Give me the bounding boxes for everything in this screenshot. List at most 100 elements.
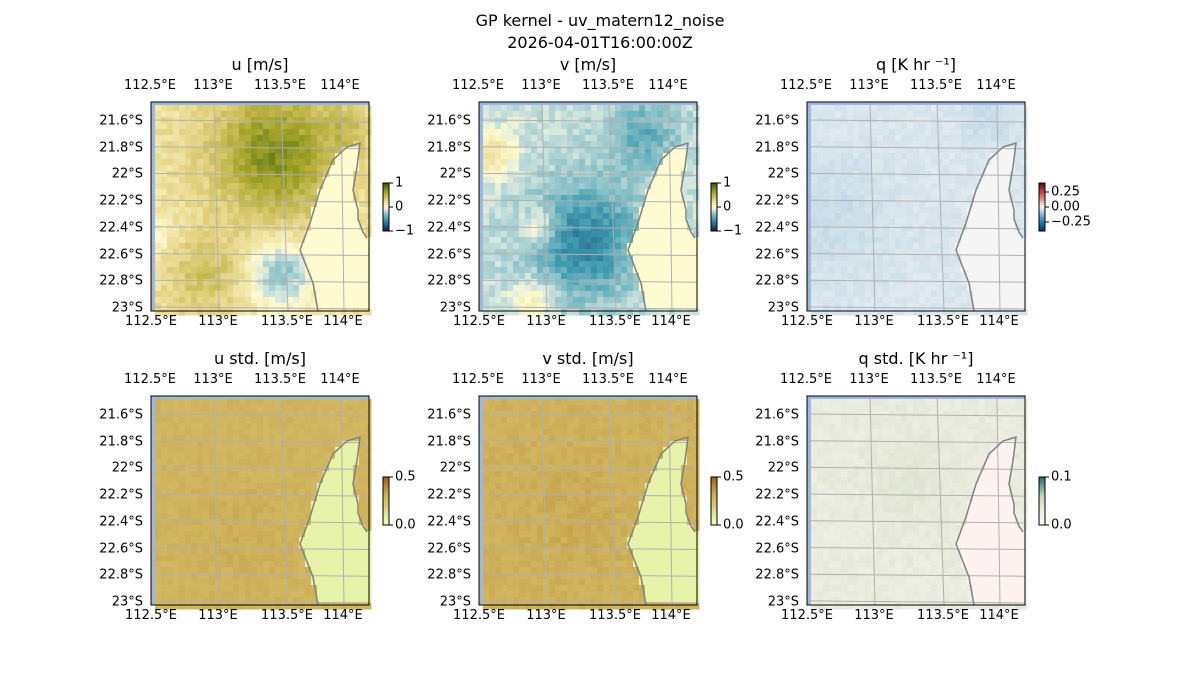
field-cell bbox=[669, 123, 676, 130]
field-cell bbox=[299, 423, 306, 430]
field-cell bbox=[263, 267, 270, 274]
field-cell bbox=[579, 213, 586, 220]
field-cell bbox=[251, 459, 258, 466]
field-cell bbox=[203, 279, 210, 286]
field-cell bbox=[495, 147, 502, 154]
field-cell bbox=[179, 465, 186, 472]
field-cell bbox=[221, 483, 228, 490]
field-cell bbox=[525, 177, 532, 184]
field-cell bbox=[323, 303, 330, 310]
field-cell bbox=[543, 189, 550, 196]
field-cell bbox=[823, 273, 830, 280]
field-cell bbox=[239, 429, 246, 436]
colorbar-segment bbox=[1039, 209, 1045, 212]
field-cell bbox=[811, 261, 818, 268]
field-cell bbox=[859, 261, 866, 268]
map-panel bbox=[806, 101, 1028, 316]
field-cell bbox=[979, 243, 986, 250]
field-cell bbox=[609, 249, 616, 256]
field-cell bbox=[317, 123, 324, 130]
field-cell bbox=[579, 141, 586, 148]
field-cell bbox=[907, 129, 914, 136]
field-cell bbox=[675, 255, 682, 262]
field-cell bbox=[615, 309, 622, 316]
field-cell bbox=[817, 183, 824, 190]
field-cell bbox=[161, 213, 168, 220]
lon-tick-label-bottom: 113°E bbox=[854, 314, 894, 329]
field-cell bbox=[1003, 243, 1010, 250]
field-cell bbox=[937, 141, 944, 148]
field-cell bbox=[311, 441, 318, 448]
field-cell bbox=[693, 189, 700, 196]
field-cell bbox=[305, 249, 312, 256]
field-cell bbox=[687, 183, 694, 190]
field-cell bbox=[591, 255, 598, 262]
field-cell bbox=[203, 483, 210, 490]
colorbar-segment bbox=[1039, 229, 1045, 232]
field-cell bbox=[585, 135, 592, 142]
field-cell bbox=[203, 111, 210, 118]
field-cell bbox=[603, 297, 610, 304]
field-cell bbox=[221, 267, 228, 274]
field-cell bbox=[811, 105, 818, 112]
field-cell bbox=[335, 267, 342, 274]
field-cell bbox=[835, 297, 842, 304]
field-cell bbox=[895, 279, 902, 286]
field-cell bbox=[1021, 183, 1028, 190]
field-cell bbox=[341, 249, 348, 256]
field-cell bbox=[1015, 141, 1022, 148]
field-cell bbox=[353, 501, 360, 508]
field-cell bbox=[973, 255, 980, 262]
field-cell bbox=[931, 249, 938, 256]
field-cell bbox=[203, 177, 210, 184]
field-cell bbox=[907, 297, 914, 304]
field-cell bbox=[949, 117, 956, 124]
field-cell bbox=[239, 147, 246, 154]
field-cell bbox=[501, 267, 508, 274]
field-cell bbox=[215, 483, 222, 490]
field-cell bbox=[681, 183, 688, 190]
field-cell bbox=[1003, 261, 1010, 268]
field-cell bbox=[329, 525, 336, 532]
field-cell bbox=[997, 111, 1004, 118]
field-cell bbox=[501, 303, 508, 310]
field-cell bbox=[347, 273, 354, 280]
field-cell bbox=[269, 231, 276, 238]
field-cell bbox=[209, 303, 216, 310]
lat-gridline bbox=[478, 226, 698, 230]
field-cell bbox=[281, 471, 288, 478]
field-cell bbox=[687, 171, 694, 178]
field-cell bbox=[507, 225, 514, 232]
field-cell bbox=[519, 201, 526, 208]
field-cell bbox=[257, 237, 264, 244]
field-cell bbox=[233, 105, 240, 112]
field-cell bbox=[239, 243, 246, 250]
field-cell bbox=[251, 219, 258, 226]
field-cell bbox=[329, 111, 336, 118]
field-cell bbox=[209, 237, 216, 244]
colorbar-segment bbox=[711, 185, 717, 188]
field-cell bbox=[251, 147, 258, 154]
field-cell bbox=[549, 207, 556, 214]
field-cell bbox=[359, 531, 366, 538]
field-cell bbox=[257, 165, 264, 172]
field-cell bbox=[317, 231, 324, 238]
field-cell bbox=[633, 285, 640, 292]
field-cell bbox=[931, 159, 938, 166]
field-cell bbox=[335, 111, 342, 118]
field-cell bbox=[1015, 255, 1022, 262]
lat-tick-label: 22.8°S bbox=[99, 273, 143, 289]
field-cell bbox=[669, 111, 676, 118]
field-cell bbox=[985, 219, 992, 226]
field-cell bbox=[817, 153, 824, 160]
field-cell bbox=[155, 123, 162, 130]
field-cell bbox=[317, 399, 324, 406]
field-cell bbox=[365, 111, 372, 118]
field-cell bbox=[693, 219, 700, 226]
field-cell bbox=[167, 471, 174, 478]
field-cell bbox=[269, 417, 276, 424]
field-cell bbox=[359, 465, 366, 472]
field-cell bbox=[597, 219, 604, 226]
colorbar-segment bbox=[1039, 205, 1045, 208]
field-cell bbox=[197, 417, 204, 424]
